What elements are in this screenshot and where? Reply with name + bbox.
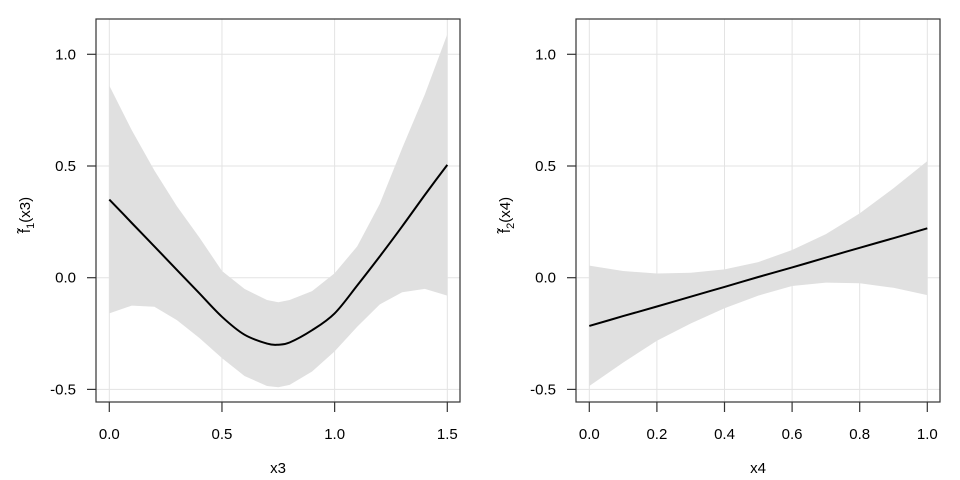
y-tick-label: 0.0 <box>55 270 76 287</box>
y-tick-label: 1.0 <box>535 46 556 63</box>
y-tick-label: -0.5 <box>530 381 556 398</box>
y-axis-label-argument: (x4) <box>497 197 514 223</box>
y-axis-label-subscript: 2 <box>505 223 517 229</box>
y-axis-label: f̃2(x4) <box>497 197 517 235</box>
x-tick-label: 0.0 <box>99 426 120 443</box>
x-tick-label: 1.5 <box>437 426 458 443</box>
y-tick-label: 0.0 <box>535 270 556 287</box>
y-axis-label: f̃1(x3) <box>17 197 37 235</box>
x-tick-label: 0.8 <box>849 426 870 443</box>
x-tick-label: 0.0 <box>579 426 600 443</box>
confidence-band <box>109 34 448 388</box>
y-axis-label-main: f̃ <box>497 227 514 234</box>
x-tick-label: 1.0 <box>917 426 938 443</box>
y-tick-label: -0.5 <box>50 381 76 398</box>
y-axis-label-main: f̃ <box>17 227 34 234</box>
x-tick-label: 0.5 <box>212 426 233 443</box>
x-tick-label: 0.6 <box>782 426 803 443</box>
y-axis-label-argument: (x3) <box>17 197 34 223</box>
fit-line <box>108 164 449 346</box>
x-axis-label: x3 <box>270 460 286 477</box>
x-tick-label: 0.4 <box>714 426 735 443</box>
x-axis-label: x4 <box>750 460 766 477</box>
y-tick-label: 1.0 <box>55 46 76 63</box>
y-tick-label: 0.5 <box>535 158 556 175</box>
x-tick-label: 0.2 <box>646 426 667 443</box>
y-axis-label-subscript: 1 <box>25 223 37 229</box>
x-tick-label: 1.0 <box>324 426 345 443</box>
confidence-band <box>589 161 928 386</box>
y-tick-label: 0.5 <box>55 158 76 175</box>
panel-2: 0.0 0.2 0.4 0.6 0.8 1.0 x4 -0.5 0.0 0.5 1.0 f̃2(x4) <box>497 18 941 477</box>
fit-line <box>589 227 928 327</box>
panel-1: 0.0 0.5 1.0 1.5 x3 -0.5 0.0 0.5 1.0 f̃1(x3) <box>17 18 461 477</box>
